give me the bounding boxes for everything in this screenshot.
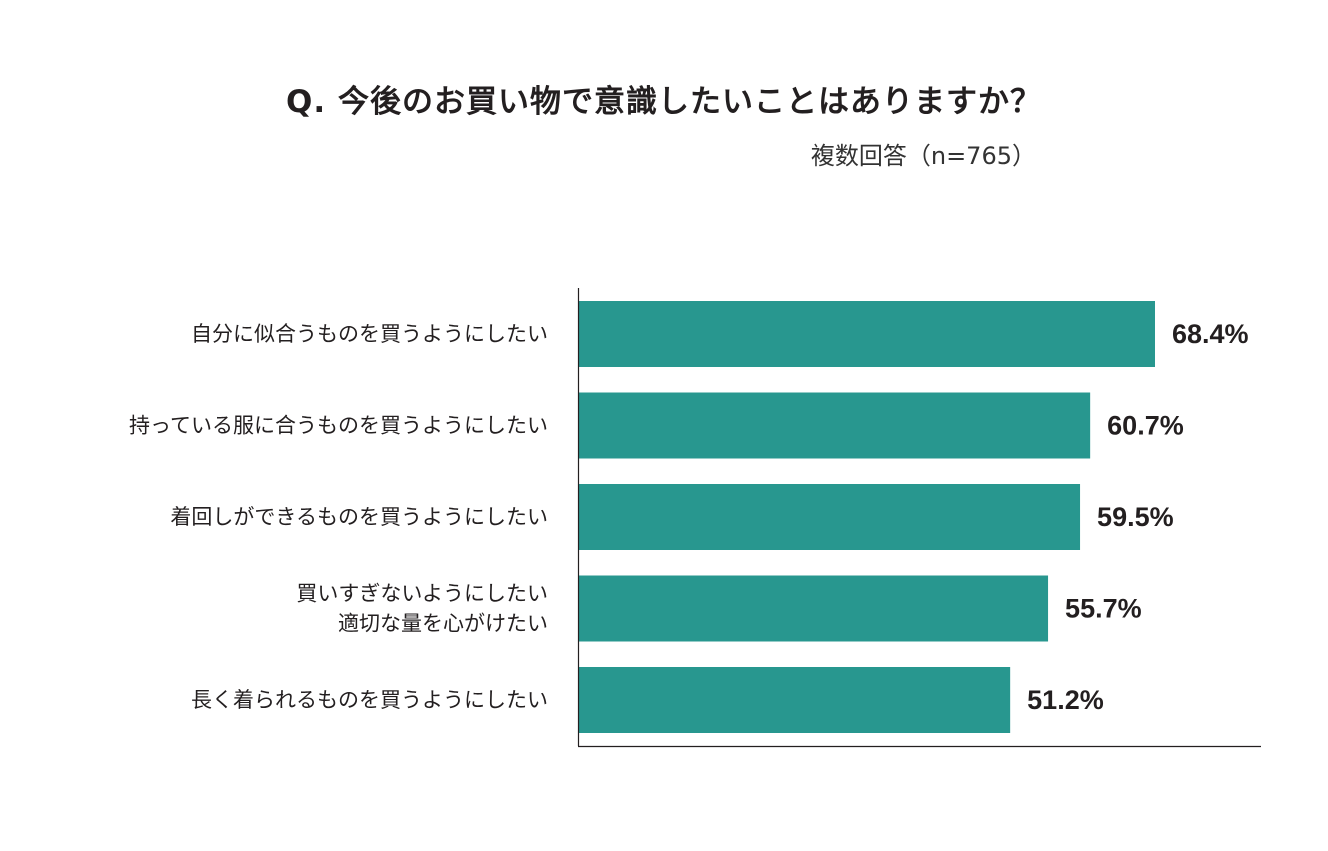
- category-label-4-line-2: 適切な量を心がけたい: [338, 612, 548, 636]
- bar-2: [579, 392, 1091, 459]
- value-label-4: 55.7%: [1065, 594, 1142, 624]
- bar-3: [579, 484, 1081, 550]
- chart-title: Q. 今後のお買い物で意識したいことはありますか？: [286, 84, 1042, 120]
- category-label-4-line-1: 買いすぎないようにしたい: [296, 582, 548, 606]
- labels-layer: 68.4% 自分に似合うものを買うようにしたい 60.7% 持っている服に合うものを買…: [129, 319, 1249, 715]
- value-label-5: 51.2%: [1027, 685, 1104, 715]
- value-label-1: 68.4%: [1172, 319, 1249, 349]
- category-label-2: 持っている服に合うものを買うようにしたい: [129, 414, 548, 438]
- bar-1: [579, 301, 1155, 367]
- category-label-3: 着回しができるものを買うようにしたい: [170, 505, 548, 529]
- bar-4: [579, 575, 1049, 642]
- value-label-3: 59.5%: [1097, 502, 1174, 532]
- category-label-1: 自分に似合うものを買うようにしたい: [191, 322, 548, 346]
- bars-layer: [579, 301, 1155, 733]
- category-label-5: 長く着られるものを買うようにしたい: [191, 688, 548, 712]
- value-label-2: 60.7%: [1107, 411, 1184, 441]
- bar-5: [579, 667, 1011, 733]
- chart-subtitle: 複数回答（n=765）: [810, 142, 1036, 170]
